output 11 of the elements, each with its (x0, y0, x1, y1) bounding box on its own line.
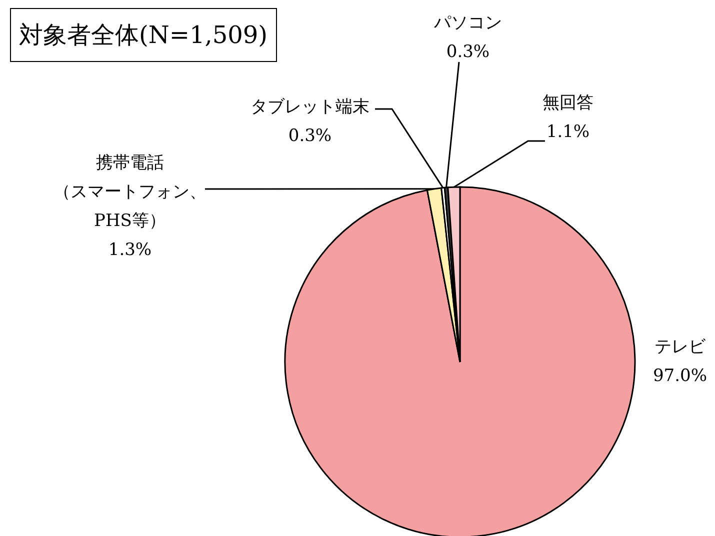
slice-label: タブレット端末 (250, 97, 370, 117)
data-label: 1.3% (108, 240, 152, 260)
slice-label: 携帯電話（スマートフォン、PHS等） (54, 153, 206, 231)
data-label: 97.0% (652, 366, 708, 386)
slice-label: テレビ (654, 337, 706, 357)
chart-title: 対象者全体(N=1,509) (10, 8, 277, 62)
data-label: 0.3% (446, 42, 490, 62)
data-label: 0.3% (288, 126, 332, 146)
slice-label: 無回答 (542, 93, 594, 113)
data-label: 1.1% (546, 122, 590, 142)
slice-label: パソコン (433, 13, 502, 33)
